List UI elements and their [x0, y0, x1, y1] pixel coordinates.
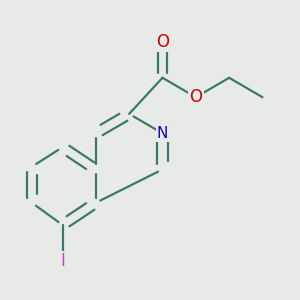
Text: N: N — [157, 126, 168, 141]
Text: I: I — [60, 252, 65, 270]
Text: O: O — [156, 33, 169, 51]
Text: O: O — [189, 88, 202, 106]
